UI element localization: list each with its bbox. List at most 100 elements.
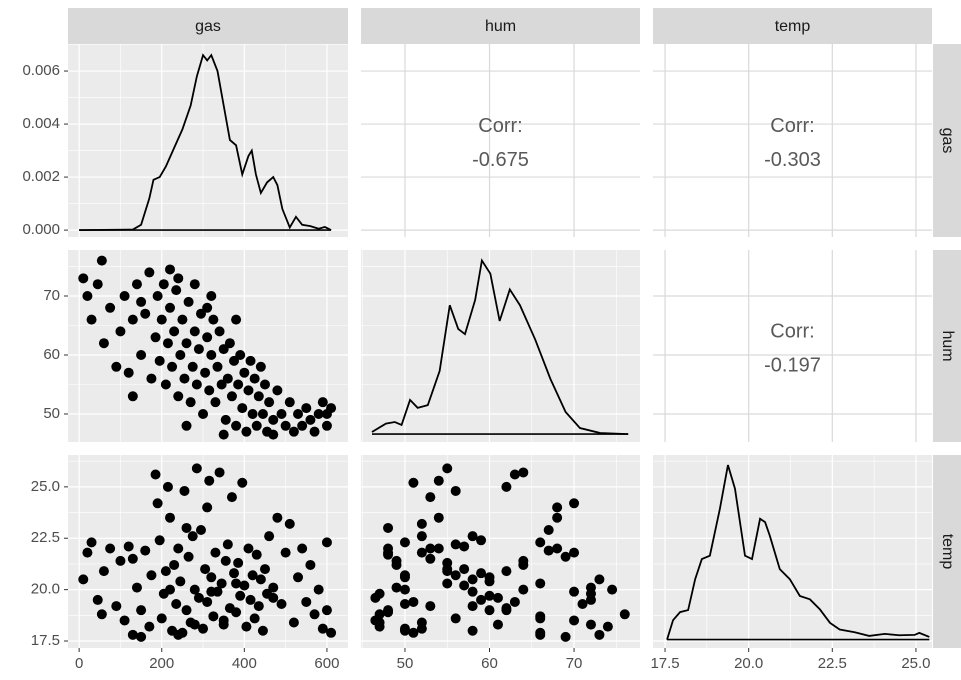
y-tick-label: 70 (43, 287, 60, 304)
scatter-point (193, 344, 204, 355)
panel-background (361, 44, 640, 237)
panel-background (68, 250, 348, 442)
scatter-point (280, 420, 291, 431)
row-strip (933, 250, 961, 442)
scatter-point (146, 570, 157, 581)
scatter-point (195, 525, 206, 536)
y-tick-label: 60 (43, 346, 60, 363)
scatter-point (416, 547, 427, 558)
scatter-point (247, 570, 258, 581)
scatter-point (229, 355, 240, 366)
scatter-point (195, 308, 206, 319)
y-tick-label: 0.006 (22, 62, 60, 79)
scatter-point (416, 623, 427, 634)
scatter-point (399, 572, 410, 583)
scatter-point (257, 625, 268, 636)
scatter-point (136, 605, 147, 616)
scatter-point (131, 279, 142, 290)
scatter-point (293, 572, 304, 583)
x-tick-label: 50 (397, 655, 414, 672)
scatter-point (154, 535, 165, 546)
scatter-point (476, 594, 487, 605)
scatter-point (321, 605, 332, 616)
scatter-point (425, 543, 436, 554)
scatter-point (594, 574, 605, 585)
scatter-point (222, 373, 233, 384)
scatter-point (179, 373, 190, 384)
panel (361, 250, 640, 442)
scatter-point (305, 414, 316, 425)
column-strip (361, 8, 640, 44)
scatter-point (96, 255, 107, 266)
scatter-point (92, 279, 103, 290)
scatter-point (226, 492, 237, 503)
scatter-point (249, 613, 260, 624)
scatter-point (484, 590, 495, 601)
scatter-point (241, 621, 252, 632)
panel-marks (78, 255, 337, 440)
scatter-point (200, 564, 211, 575)
scatter-point (82, 291, 93, 302)
scatter-point (518, 559, 529, 570)
scatter-point (301, 596, 312, 607)
y-tick-label: 22.5 (31, 529, 60, 546)
scatter-point (158, 279, 169, 290)
scatter-point (231, 607, 242, 618)
row-strip (933, 44, 961, 237)
scatter-point (123, 367, 134, 378)
scatter-point (383, 543, 394, 554)
scatter-point (127, 629, 138, 640)
scatter-point (433, 543, 444, 554)
scatter-point (140, 545, 151, 556)
panel-background (68, 44, 348, 237)
density-line (79, 53, 332, 232)
scatter-point (284, 518, 295, 529)
scatter-point (251, 420, 262, 431)
scatter-point (119, 291, 130, 302)
scatter-point (127, 391, 138, 402)
scatter-point (162, 481, 173, 492)
scatter-point (204, 475, 215, 486)
scatter-point (433, 512, 444, 523)
scatter-point (208, 611, 219, 622)
scatter-point (220, 414, 231, 425)
scatter-point (220, 555, 231, 566)
scatter-point (169, 559, 180, 570)
scatter-point (594, 629, 605, 640)
scatter-point (226, 391, 237, 402)
y-tick-label: 0.000 (22, 221, 60, 238)
scatter-point (253, 391, 264, 402)
scatter-point (309, 426, 320, 437)
scatter-point (247, 408, 258, 419)
scatter-point (231, 420, 242, 431)
panel-marks (78, 463, 337, 642)
scatter-point (391, 559, 402, 570)
scatter-point (399, 599, 410, 610)
x-tick-label: 400 (232, 655, 257, 672)
scatter-point (309, 609, 320, 620)
scatter-point (280, 547, 291, 558)
scatter-point (111, 361, 122, 372)
corr-label: Corr: (770, 115, 814, 137)
scatter-point (255, 361, 266, 372)
scatter-point (383, 522, 394, 533)
scatter-point (150, 469, 161, 480)
scatter-point (165, 512, 176, 523)
scatter-point (560, 631, 571, 642)
scatter-point (210, 397, 221, 408)
corr-value: -0.303 (764, 149, 821, 171)
scatter-point (442, 578, 453, 589)
scatter-point (229, 568, 240, 579)
scatter-point (543, 525, 554, 536)
scatter-point (416, 518, 427, 529)
scatter-point (136, 296, 147, 307)
scatter-point (552, 502, 563, 513)
scatter-point (399, 625, 410, 636)
scatter-point (204, 385, 215, 396)
scatter-point (119, 615, 130, 626)
scatter-point (173, 273, 184, 284)
row-strip (933, 455, 961, 648)
scatter-point (253, 601, 264, 612)
scatter-point (160, 566, 171, 577)
